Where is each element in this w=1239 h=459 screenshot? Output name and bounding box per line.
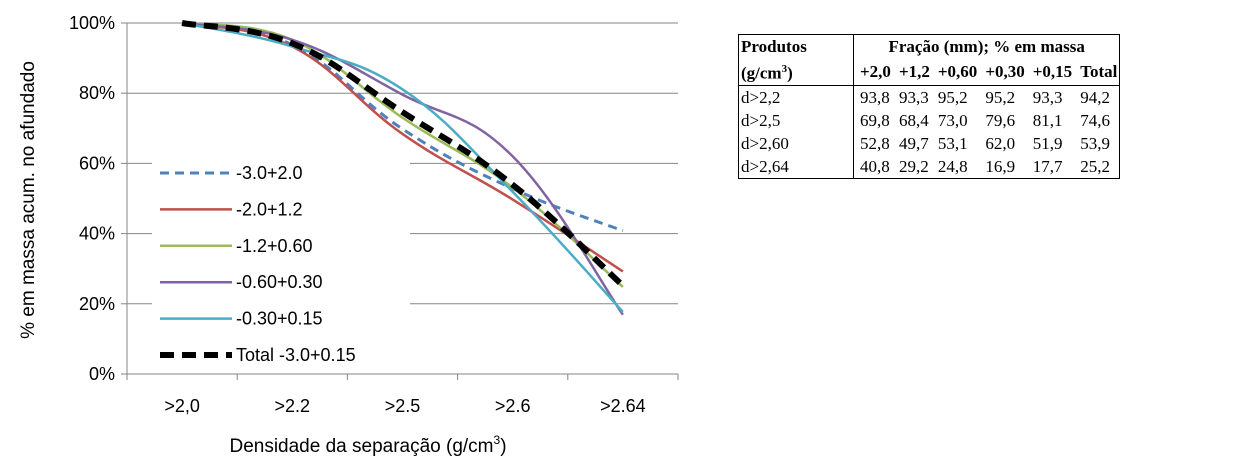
table-row-label: d>2,64 [738,154,854,179]
table-row-label: d>2,2 [738,85,854,109]
table-column-header: +2,0 [852,58,893,86]
table-cell: 74,6 [1074,108,1121,132]
table-cell: 94,2 [1074,85,1121,109]
table-column-header: +1,2 [892,58,932,86]
table-header-row-1: Produtos Fração (mm); % em massa [738,34,1121,58]
table-row: d>2,64 40,8 29,2 24,8 16,9 17,7 25,2 [738,154,1121,179]
x-tick-label: >2.5 [385,396,421,416]
table-cell: 49,7 [898,133,929,153]
table-cell: 53,9 [1074,131,1121,155]
table-cell: 95,2 [937,87,968,107]
table-row-label: d>2,60 [738,131,854,155]
legend-background [152,155,410,373]
y-tick-label: 100% [69,13,115,33]
data-table: Produtos Fração (mm); % em massa (g/cm3)… [738,34,1121,179]
data-table-container: Produtos Fração (mm); % em massa (g/cm3)… [738,34,1121,179]
y-tick-label: 0% [89,364,115,384]
table-cell: 79,6 [985,110,1016,130]
table-cell: 69,8 [852,108,893,132]
table-cell: 95,2 [985,87,1016,107]
table-cell: 93,3 [1032,87,1063,107]
table-header-produtos: Produtos [738,34,854,58]
table-column-header: +0,60 [931,58,980,86]
table-column-header: Total [1074,58,1121,86]
table-cell: 93,8 [852,85,893,109]
table-column-header: +0,30 [979,58,1027,86]
legend-label: -1.2+0.60 [236,236,313,256]
table-cell: 81,1 [1032,110,1063,130]
tick-labels: 0% 20% 40% 60% 80% 100% >2,0 >2.2 >2.5 >2.6 >2.64 [69,13,646,416]
table-cell: 17,7 [1026,154,1075,179]
table-row: d>2,60 52,8 49,7 53,1 62,0 51,9 53,9 [738,131,1121,155]
table-cell: 93,3 [898,87,929,107]
table-row: d>2,5 69,8 68,4 73,0 79,6 81,1 74,6 [738,108,1121,132]
table-cell: 24,8 [931,154,980,179]
table-cell: 62,0 [985,133,1016,153]
table-cell: 53,1 [937,133,968,153]
legend-label: -0.30+0.15 [236,309,323,329]
line-chart: 0%20%40%60%80%100%>2,0 >2.2 >2.5 >2.6 >2.64 … [18,13,679,457]
table-cell: 51,9 [1032,133,1063,153]
series-line-2 [181,21,624,288]
y-tick-label: 20% [79,294,115,314]
legend-label: -3.0+2.0 [236,163,303,183]
x-tick-label: >2.6 [495,396,531,416]
y-axis-label: % em massa acum. no afundado [18,61,39,339]
legend-label: -2.0+1.2 [236,199,303,219]
table-row-label: d>2,5 [738,108,854,132]
table-cell: 68,4 [898,110,929,130]
legend: -3.0+2.0 -2.0+1.2 -1.2+0.60 -0.60+0.30 -0.30… [152,155,410,373]
x-tick-label: >2,0 [164,396,200,416]
table-cell: 40,8 [852,154,893,179]
series-line-4 [181,21,624,313]
table-column-header: +0,15 [1026,58,1075,86]
table-header-row-2: (g/cm3) +2,0 +1,2 +0,60 +0,30 +0,15 Total [738,58,1121,86]
y-tick-label: 60% [79,153,115,173]
legend-label: -0.60+0.30 [236,272,323,292]
table-row: d>2,2 93,8 93,3 95,2 95,2 93,3 94,2 [738,85,1121,109]
table-header-unit: (g/cm3) [738,58,854,86]
x-tick-label: >2.64 [600,396,646,416]
table-cell: 52,8 [852,131,893,155]
y-tick-label: 80% [79,83,115,103]
x-axis-label: Densidade da separação (g/cm3) [229,433,506,457]
table-cell: 25,2 [1074,154,1121,179]
series-line-3 [181,21,624,316]
table-cell: 73,0 [937,110,968,130]
axes [121,22,679,380]
series-line-5 [181,20,625,288]
legend-label: Total -3.0+0.15 [236,345,356,365]
x-tick-label: >2.2 [275,396,311,416]
table-cell: 16,9 [979,154,1027,179]
y-tick-label: 40% [79,224,115,244]
table-cell: 29,2 [892,154,932,179]
table-header-fraction-group: Fração (mm); % em massa [852,34,1121,58]
series-lines [181,20,625,316]
